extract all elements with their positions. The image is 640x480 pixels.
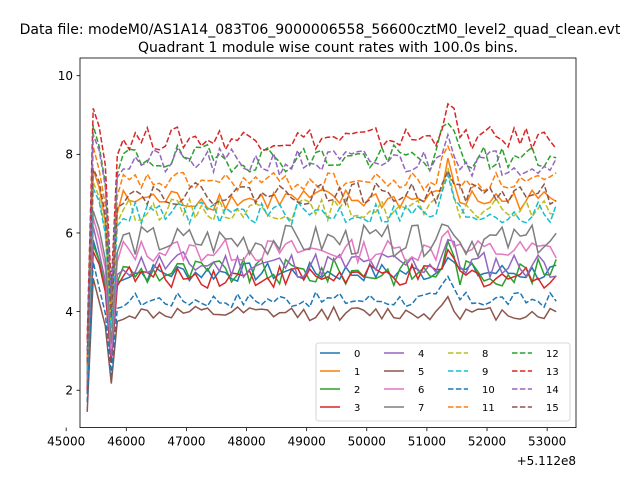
series-line-10 xyxy=(86,261,557,403)
y-tick-label: 10 xyxy=(58,69,73,83)
y-tick-label: 8 xyxy=(65,148,73,162)
series-line-15 xyxy=(86,168,557,363)
legend-label-2: 2 xyxy=(354,385,360,396)
x-tick-label: 48000 xyxy=(227,435,265,449)
figure-suptitle: Data file: modeM0/AS1A14_083T06_90000065… xyxy=(20,22,621,38)
axes-frame xyxy=(79,57,577,429)
series-line-9 xyxy=(86,172,557,371)
legend-label-5: 5 xyxy=(418,367,424,378)
legend-box xyxy=(315,342,571,422)
y-tick-label: 4 xyxy=(65,305,73,319)
x-offset-label: +5.112e8 xyxy=(517,454,576,468)
chart-title: Quadrant 1 module wise count rates with … xyxy=(138,40,518,56)
legend-label-1: 1 xyxy=(354,367,360,378)
series-line-13 xyxy=(86,102,557,340)
y-tick-label: 2 xyxy=(65,384,73,398)
x-tick-label: 53000 xyxy=(528,435,566,449)
legend-label-3: 3 xyxy=(354,403,360,414)
legend-label-14: 14 xyxy=(546,385,559,396)
x-tick-label: 50000 xyxy=(348,435,386,449)
legend-label-10: 10 xyxy=(482,385,495,396)
series-line-14 xyxy=(86,132,557,351)
series-line-3 xyxy=(86,248,557,391)
series-line-7 xyxy=(86,210,557,375)
x-tick-label: 51000 xyxy=(408,435,446,449)
series-line-8 xyxy=(86,167,557,371)
x-tick-label: 47000 xyxy=(167,435,205,449)
legend-label-13: 13 xyxy=(546,367,559,378)
series-line-2 xyxy=(86,238,557,383)
y-axis: 2 4 6 8 10 xyxy=(58,69,80,398)
legend-label-7: 7 xyxy=(418,403,424,414)
series-line-4 xyxy=(86,226,557,387)
legend-label-6: 6 xyxy=(418,385,424,396)
legend-label-15: 15 xyxy=(546,403,559,414)
legend-label-8: 8 xyxy=(482,349,488,360)
series-line-11 xyxy=(86,144,557,359)
x-tick-label: 49000 xyxy=(288,435,326,449)
x-tick-label: 45000 xyxy=(47,435,85,449)
legend-label-12: 12 xyxy=(546,349,559,360)
series-line-5 xyxy=(86,278,557,412)
legend-label-11: 11 xyxy=(482,403,495,414)
legend-label-9: 9 xyxy=(482,367,488,378)
y-tick-label: 6 xyxy=(65,226,73,240)
x-tick-label: 52000 xyxy=(468,435,506,449)
x-tick-label: 46000 xyxy=(107,435,145,449)
legend-label-0: 0 xyxy=(354,349,360,360)
x-axis: 45000 46000 47000 48000 49000 50000 51000 52000… xyxy=(47,427,566,449)
legend-label-4: 4 xyxy=(418,349,424,360)
series-layer xyxy=(86,102,557,412)
